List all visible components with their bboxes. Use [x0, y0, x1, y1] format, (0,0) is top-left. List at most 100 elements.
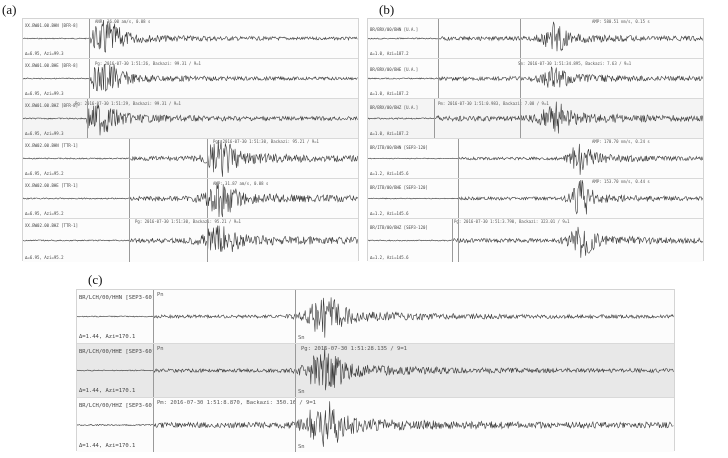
pick-annotation: Pg: 2016-07-30 1:51:3.790, Backazi: 323.…: [454, 219, 570, 224]
s-pick-label: Sn: [298, 335, 305, 341]
waveform-trace: [368, 101, 703, 134]
waveform-path: [77, 401, 674, 447]
waveform-path: [368, 179, 703, 215]
s-pick-label: Sn: [298, 389, 305, 395]
waveform-trace: [23, 63, 358, 92]
pick-annotation: AMP: 580.51 nm/s, 0.15 s: [592, 19, 650, 24]
p-pick-marker[interactable]: [153, 344, 154, 397]
pick-marker[interactable]: [129, 139, 130, 178]
panel-a-label: (a): [2, 2, 17, 17]
trace-row[interactable]: XX.BW01.00.BHZ [BFR-8] Pg: 2016-07-30 1:…: [23, 99, 358, 139]
waveform-trace: [77, 401, 674, 447]
waveform-path: [77, 297, 674, 338]
waveform-path: [368, 226, 703, 258]
distance-azimuth: Δ=1.0, Azi=187.2: [370, 131, 409, 136]
channel-label: BR/BRX/00/BHZ [U.A.]: [370, 105, 419, 110]
distance-azimuth: Δ=1.44, Azi=170.1: [79, 388, 136, 394]
p-pick-marker[interactable]: [153, 290, 154, 343]
p-pick-label: Pn: [157, 292, 164, 298]
channel-label: BR/BRX/00/BHE [U.A.]: [370, 67, 419, 72]
pick-marker[interactable]: [438, 59, 439, 98]
panel-b-seismogram: BR/BRX/00/BHN [U.A.] AMP: 580.51 nm/s, 0…: [367, 18, 704, 262]
panel-c-seismogram: BR/LCH/00/HHN [SEP3-60] Pn Sn Δ=1.44, Az…: [76, 289, 675, 452]
panel-c-label: (c): [88, 272, 103, 287]
trace-row[interactable]: BR/BRX/00/BHE [U.A.] Sm: 2016-07-30 1:51…: [368, 59, 703, 99]
s-pick-label: Sn: [298, 444, 305, 450]
trace-row[interactable]: XX.BW01.00.BHN [BFR-8] ANR: 36.00 am/s, …: [23, 19, 358, 59]
s-pick-marker[interactable]: [295, 290, 296, 343]
pick-marker[interactable]: [129, 219, 130, 262]
pick-marker[interactable]: [207, 139, 208, 178]
pick-marker[interactable]: [87, 99, 88, 138]
waveform-trace: [77, 346, 674, 391]
trace-row[interactable]: XX.BW02.00.BHE [TTR-1] AMP: 31.87 am/s, …: [23, 179, 358, 219]
pick-marker[interactable]: [520, 59, 521, 98]
trace-row[interactable]: BR/ITB/00/BHZ [SEP3-120] Pg: 2016-07-30 …: [368, 219, 703, 262]
trace-row[interactable]: BR/BRX/00/BHZ [U.A.] Pm: 2016-07-30 1:51…: [368, 99, 703, 139]
waveform-trace: [77, 297, 674, 338]
waveform-path: [23, 104, 358, 136]
pick-marker[interactable]: [458, 179, 459, 218]
pick-annotation: Pg: 2016-07-30 1:51:29, Backazi: 99.31 /…: [75, 101, 181, 106]
pick-annotation: Pg: 2016-07-30 1:51:28.135 / 9=1: [301, 346, 407, 352]
waveform-trace: [23, 139, 358, 177]
distance-azimuth: Δ=1.44, Azi=170.1: [79, 334, 136, 340]
waveform-path: [23, 63, 358, 92]
pick-marker[interactable]: [458, 139, 459, 178]
trace-row[interactable]: BR/ITB/00/BHN [SEP3-120] AMP: 170.70 nm/…: [368, 139, 703, 179]
pick-annotation: ANR: 36.00 am/s, 0.08 s: [95, 19, 151, 24]
waveform-trace: [23, 182, 358, 218]
pick-annotation: Pm: 2016-07-30 1:51:0.983, Backazi: 7.08…: [438, 101, 549, 106]
channel-label: BR/LCH/00/HHE [SEP3-60]: [79, 349, 156, 355]
pick-annotation: AMP: 153.70 nm/s, 0.44 s: [592, 179, 650, 184]
trace-row[interactable]: XX.BW02.00.BHZ [TTR-1] Pg: 2016-07-30 1:…: [23, 219, 358, 262]
distance-azimuth: Δ=6.95, Azi=99.3: [25, 51, 64, 56]
waveform-path: [368, 21, 703, 52]
waveform-path: [23, 225, 358, 253]
pick-annotation: Sm: 2016-07-30 1:51:34.895, Backazi: 7.6…: [518, 61, 632, 66]
waveform-trace: [368, 143, 703, 175]
distance-azimuth: Δ=1.2, Azi=145.6: [370, 255, 409, 260]
waveform-path: [23, 139, 358, 177]
pick-marker[interactable]: [434, 99, 435, 138]
pick-marker[interactable]: [207, 179, 208, 218]
pick-marker[interactable]: [89, 59, 90, 98]
pick-annotation: Pg: 2016-07-30 1:51:30, Backazi: 95.21 /…: [135, 219, 241, 224]
pick-marker[interactable]: [89, 19, 90, 58]
pick-marker[interactable]: [438, 19, 439, 58]
pick-marker[interactable]: [452, 219, 453, 262]
pick-marker[interactable]: [129, 179, 130, 218]
pick-annotation: Pg: 2016-07-30 1:51:26, Backazi: 99.31 /…: [95, 61, 201, 66]
channel-label: XX.BW02.00.BHE [TTR-1]: [25, 183, 78, 188]
trace-row[interactable]: BR/LCH/00/HHE [SEP3-60] Pn Pg: 2016-07-3…: [77, 344, 674, 398]
trace-row[interactable]: BR/BRX/00/BHN [U.A.] AMP: 580.51 nm/s, 0…: [368, 19, 703, 59]
pick-marker[interactable]: [458, 219, 459, 262]
channel-label: BR/LCH/00/HHN [SEP3-60]: [79, 295, 156, 301]
waveform-path: [368, 66, 703, 88]
waveform-trace: [23, 19, 358, 53]
waveform-trace: [368, 179, 703, 215]
channel-label: XX.BW02.00.BHN [TTR-1]: [25, 143, 78, 148]
pick-annotation: Pm: 2016-07-30 1:51:8.870, Backazi: 350.…: [157, 400, 316, 406]
pick-marker[interactable]: [520, 19, 521, 58]
channel-label: BR/LCH/00/HHZ [SEP3-60]: [79, 403, 156, 409]
waveform-trace: [368, 226, 703, 258]
trace-row[interactable]: XX.BW02.00.BHN [TTR-1] Pg: 2016-07-30 1:…: [23, 139, 358, 179]
distance-azimuth: Δ=1.2, Azi=145.6: [370, 171, 409, 176]
channel-label: BR/ITB/00/BHE [SEP3-120]: [370, 185, 428, 190]
trace-row[interactable]: BR/LCH/00/HHZ [SEP3-60] Pm: 2016-07-30 1…: [77, 398, 674, 452]
waveform-path: [368, 101, 703, 134]
trace-row[interactable]: XX.BW01.00.BHE [BFR-8] Pg: 2016-07-30 1:…: [23, 59, 358, 99]
pick-annotation: Pg: 2016-07-30 1:51:30, Backazi: 95.21 /…: [213, 139, 319, 144]
s-pick-marker[interactable]: [295, 398, 296, 452]
channel-label: BR/ITB/00/BHZ [SEP3-120]: [370, 225, 428, 230]
pick-marker[interactable]: [207, 219, 208, 262]
s-pick-marker[interactable]: [295, 344, 296, 397]
distance-azimuth: Δ=1.0, Azi=187.2: [370, 51, 409, 56]
distance-azimuth: Δ=6.95, Azi=99.3: [25, 131, 64, 136]
trace-row[interactable]: BR/LCH/00/HHN [SEP3-60] Pn Sn Δ=1.44, Az…: [77, 290, 674, 344]
trace-row[interactable]: BR/ITB/00/BHE [SEP3-120] AMP: 153.70 nm/…: [368, 179, 703, 219]
p-pick-marker[interactable]: [153, 398, 154, 452]
waveform-path: [368, 143, 703, 175]
pick-marker[interactable]: [520, 99, 521, 138]
